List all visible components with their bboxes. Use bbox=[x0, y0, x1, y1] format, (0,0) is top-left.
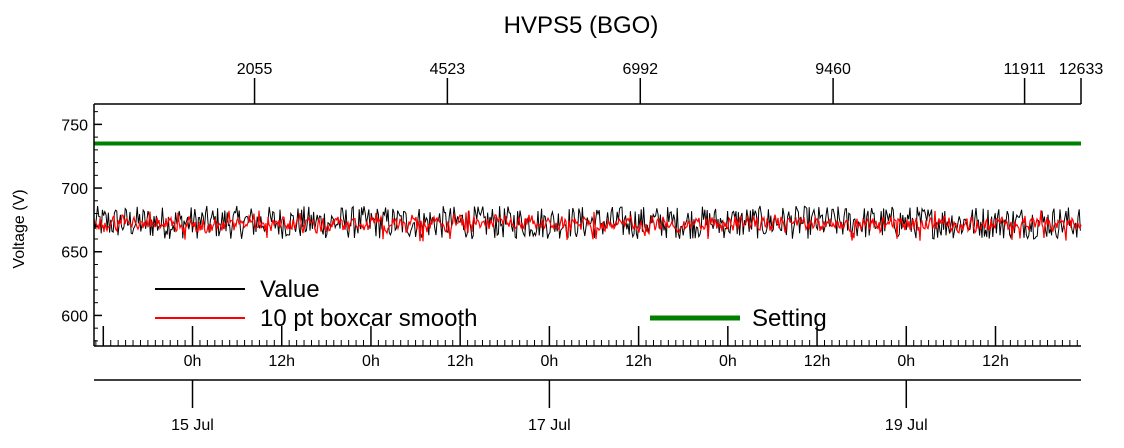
axes: 600 650 700 750 2055 4523 6992 9460 11911 12633 0h… bbox=[61, 61, 1103, 434]
top-tick-label: 12633 bbox=[1059, 61, 1104, 78]
series-smooth bbox=[93, 210, 1082, 242]
x-hour-label: 12h bbox=[625, 353, 652, 370]
smooth-line bbox=[93, 210, 1082, 242]
x-hour-label: 0h bbox=[540, 353, 558, 370]
legend-label-1: 10 pt boxcar smooth bbox=[260, 305, 477, 332]
y-tick-label: 700 bbox=[61, 181, 88, 198]
y-tick-label: 750 bbox=[61, 117, 88, 134]
legend-label-0: Value bbox=[260, 276, 320, 303]
x-hour-label: 0h bbox=[184, 353, 202, 370]
plot-area bbox=[93, 141, 1082, 242]
date-tick-label: 19 Jul bbox=[885, 417, 928, 434]
x-hour-label: 12h bbox=[268, 353, 295, 370]
x-hour-label: 0h bbox=[719, 353, 737, 370]
date-tick-label: 15 Jul bbox=[171, 417, 214, 434]
chart-title: HVPS5 (BGO) bbox=[504, 12, 659, 39]
legend-label-2: Setting bbox=[752, 305, 827, 332]
x-hour-label: 0h bbox=[362, 353, 380, 370]
x-hour-label: 12h bbox=[804, 353, 831, 370]
top-tick-label: 9460 bbox=[815, 61, 851, 78]
top-tick-label: 4523 bbox=[430, 61, 466, 78]
x-hour-label: 0h bbox=[897, 353, 915, 370]
x-hour-label: 12h bbox=[447, 353, 474, 370]
y-tick-label: 650 bbox=[61, 245, 88, 262]
top-tick-label: 6992 bbox=[622, 61, 658, 78]
top-tick-label: 11911 bbox=[1004, 61, 1046, 78]
y-tick-label: 600 bbox=[61, 308, 88, 325]
top-tick-label: 2055 bbox=[237, 61, 273, 78]
y-axis-label: Voltage (V) bbox=[11, 189, 28, 268]
x-hour-label: 12h bbox=[982, 353, 1009, 370]
date-tick-label: 17 Jul bbox=[528, 417, 571, 434]
